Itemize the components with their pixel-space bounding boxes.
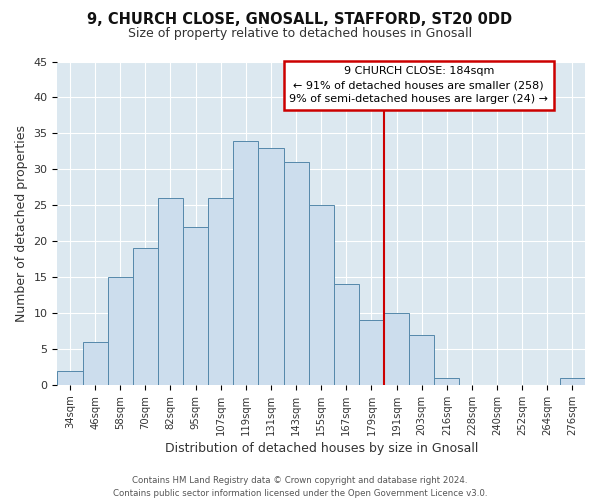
Bar	[434, 378, 460, 385]
Text: Contains HM Land Registry data © Crown copyright and database right 2024.
Contai: Contains HM Land Registry data © Crown c…	[113, 476, 487, 498]
Bar	[58, 370, 83, 385]
Bar	[560, 378, 585, 385]
Bar	[158, 198, 183, 385]
Text: 9 CHURCH CLOSE: 184sqm
← 91% of detached houses are smaller (258)
9% of semi-det: 9 CHURCH CLOSE: 184sqm ← 91% of detached…	[289, 66, 548, 104]
Bar	[308, 206, 334, 385]
Bar	[259, 148, 284, 385]
Bar	[409, 334, 434, 385]
Bar	[107, 277, 133, 385]
Bar	[284, 162, 308, 385]
Y-axis label: Number of detached properties: Number of detached properties	[15, 124, 28, 322]
Bar	[334, 284, 359, 385]
Bar	[133, 248, 158, 385]
Bar	[359, 320, 384, 385]
Bar	[83, 342, 107, 385]
X-axis label: Distribution of detached houses by size in Gnosall: Distribution of detached houses by size …	[164, 442, 478, 455]
Bar	[233, 140, 259, 385]
Bar	[384, 313, 409, 385]
Text: Size of property relative to detached houses in Gnosall: Size of property relative to detached ho…	[128, 28, 472, 40]
Text: 9, CHURCH CLOSE, GNOSALL, STAFFORD, ST20 0DD: 9, CHURCH CLOSE, GNOSALL, STAFFORD, ST20…	[88, 12, 512, 28]
Bar	[183, 227, 208, 385]
Bar	[208, 198, 233, 385]
